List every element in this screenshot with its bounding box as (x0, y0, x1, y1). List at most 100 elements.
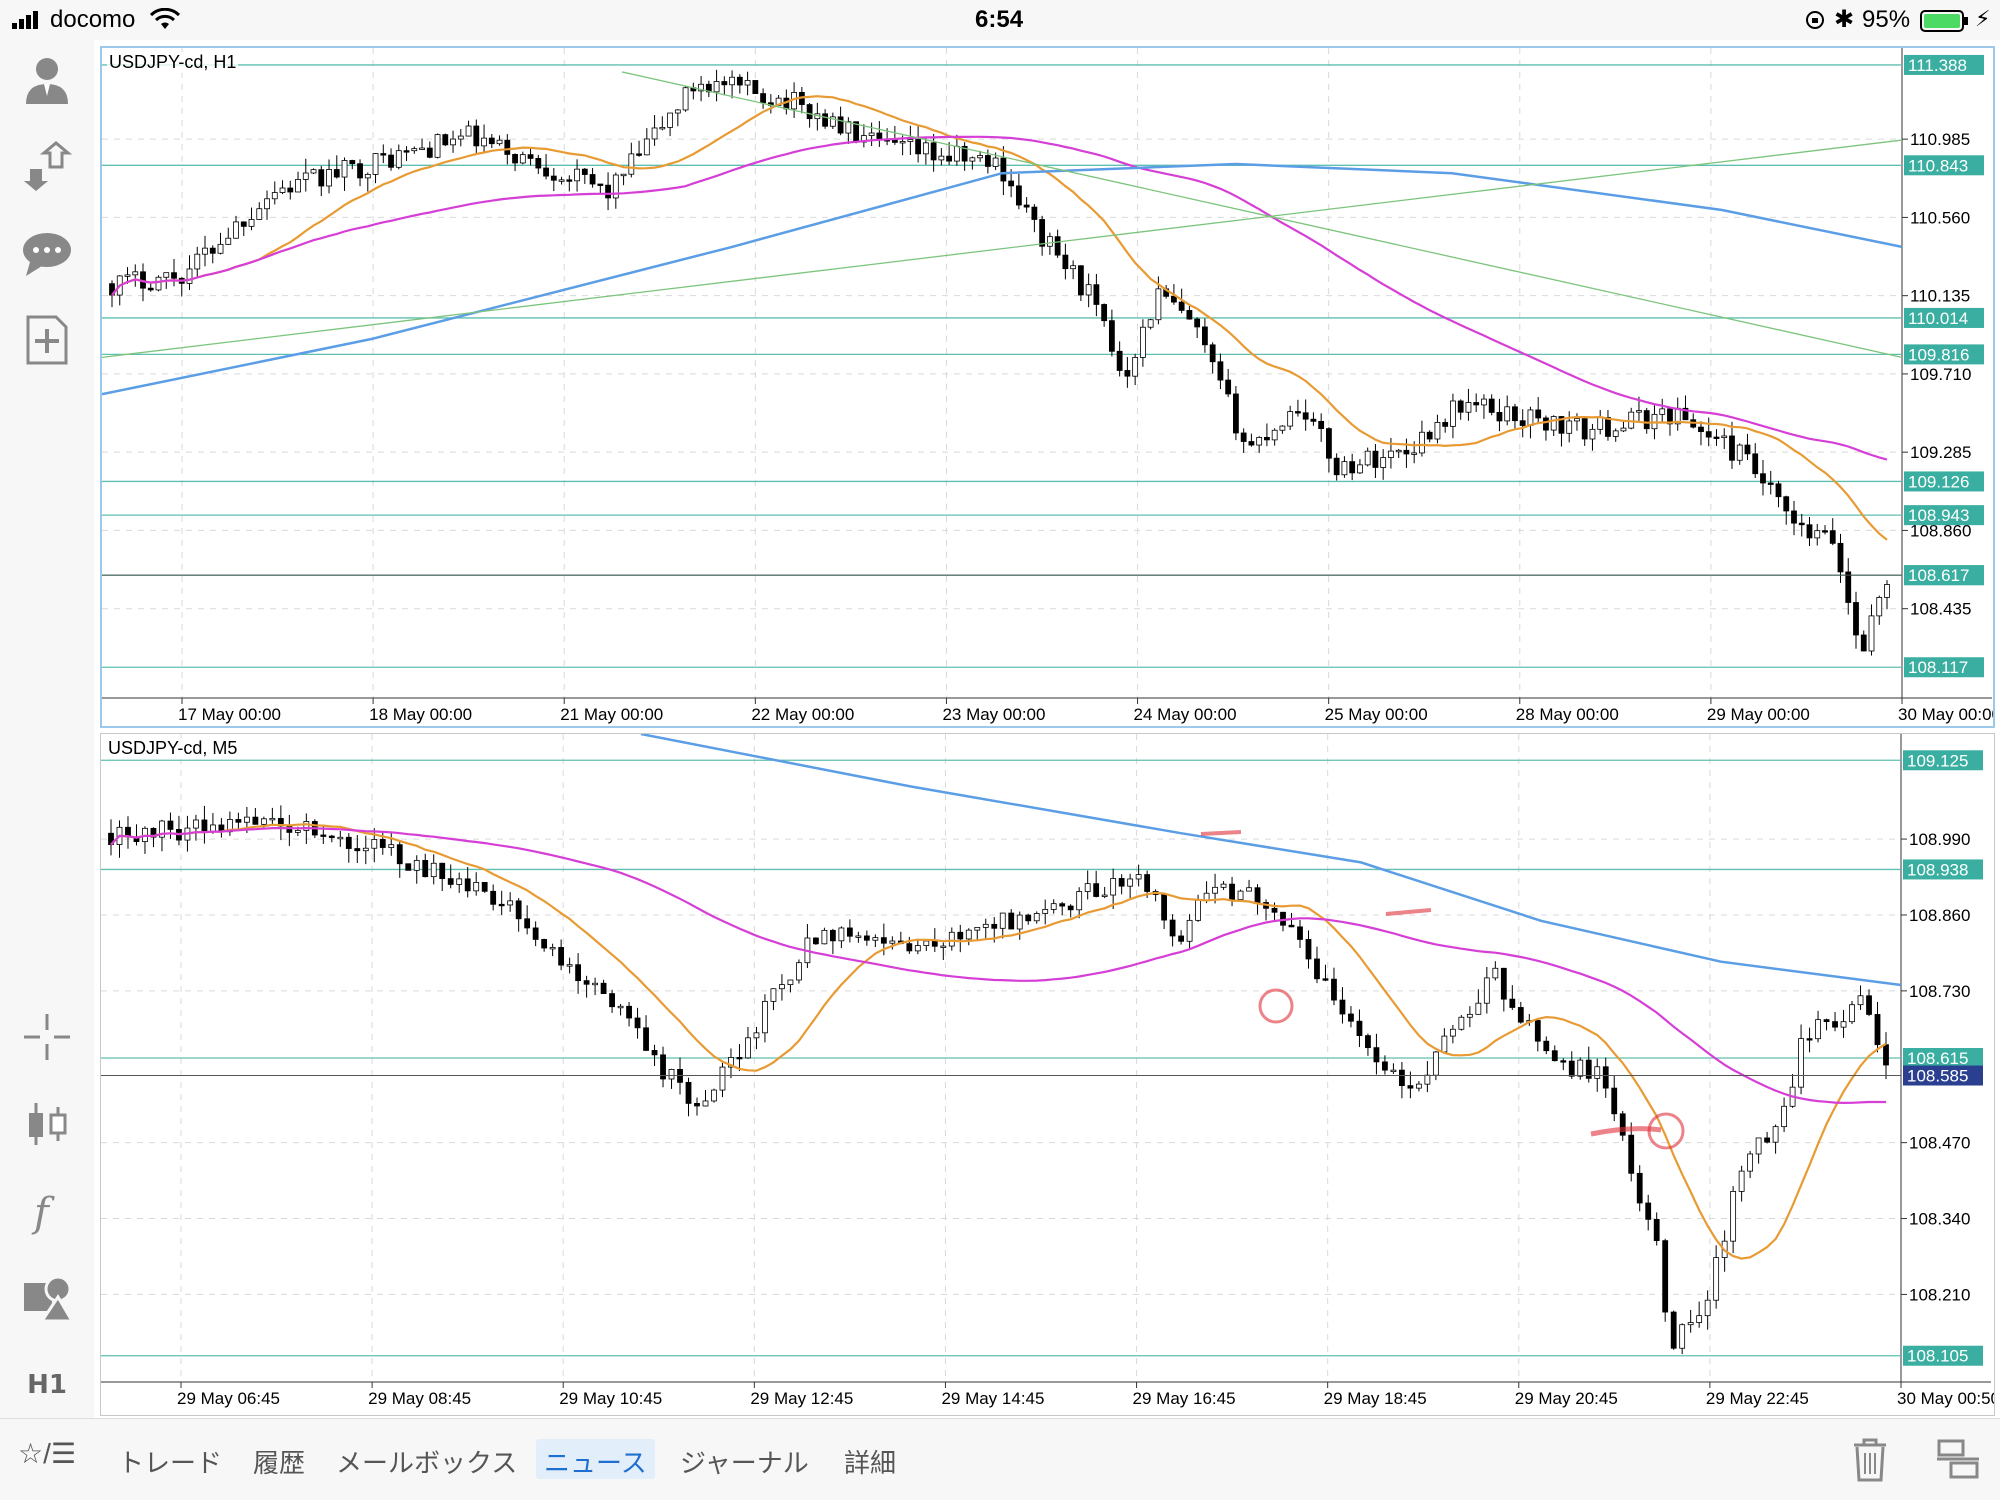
bear-candle (357, 163, 363, 179)
bull-candle (762, 1000, 768, 1034)
objects-button[interactable] (20, 1271, 74, 1325)
x-tick-label: 23 May 00:00 (942, 705, 1045, 724)
bear-candle (1806, 524, 1813, 539)
bull-candle (612, 174, 619, 199)
x-tick-label: 29 May 20:45 (1515, 1389, 1618, 1408)
bull-candle (1395, 449, 1402, 453)
bull-candle (1132, 357, 1139, 377)
annotation-stroke (1385, 908, 1432, 916)
bear-candle (1866, 995, 1872, 1015)
bull-candle (1876, 597, 1883, 617)
bear-candle (1705, 431, 1712, 438)
bear-candle (1791, 510, 1797, 524)
bull-candle (728, 1057, 734, 1068)
tab-details[interactable]: 詳細 (844, 1448, 897, 1478)
bear-candle (1116, 350, 1123, 371)
bull-candle (1483, 977, 1490, 1004)
chat-button[interactable] (20, 226, 74, 280)
crosshair-button[interactable] (20, 1010, 74, 1064)
bear-candle (597, 183, 604, 186)
bull-candle (496, 139, 503, 145)
account-button[interactable] (20, 52, 74, 106)
bull-candle (310, 169, 317, 174)
tab-journal[interactable]: ジャーナル (680, 1448, 809, 1478)
layout-icon[interactable] (1935, 1437, 1981, 1483)
bear-candle (813, 937, 819, 945)
bear-candle (532, 927, 539, 940)
y-tick-label: 110.135 (1910, 287, 1970, 306)
bull-candle (1772, 1126, 1779, 1143)
bear-candle (605, 184, 611, 199)
price-tag (1904, 344, 1984, 365)
x-tick-label: 21 May 00:00 (560, 705, 663, 724)
bear-candle (1628, 1134, 1635, 1174)
y-tick-label: 108.470 (1909, 1134, 1970, 1153)
bear-candle (1202, 326, 1208, 346)
chart-m5[interactable]: 29 May 06:45 29 May 08:45 29 May 10:45 29 M… (100, 733, 1995, 1416)
indicators-button[interactable]: f (20, 1184, 74, 1238)
ma-long-line (640, 734, 1902, 987)
bear-candle (1170, 295, 1177, 303)
bear-candle (1373, 1047, 1380, 1063)
h1-chart-canvas[interactable]: 17 May 00:00 18 May 00:00 21 May 00:00 22 M… (102, 48, 1993, 726)
timeframe-button[interactable]: H1 (20, 1358, 74, 1412)
favorites-icon[interactable]: ☆/☰ (18, 1438, 76, 1469)
bear-candle (1602, 1066, 1609, 1089)
bear-candle (473, 125, 480, 147)
bull-candle (1492, 967, 1499, 979)
bull-candle (271, 192, 278, 200)
bull-candle (1110, 878, 1117, 896)
tab-mailbox[interactable]: メールボックス (336, 1448, 518, 1478)
annotation-stroke (1200, 830, 1242, 836)
bull-candle (574, 168, 580, 182)
tab-news[interactable]: ニュース (536, 1439, 655, 1479)
bear-candle (1457, 400, 1464, 413)
bull-candle (450, 138, 456, 146)
trash-icon[interactable] (1850, 1437, 1890, 1483)
chart-h1[interactable]: 17 May 00:00 18 May 00:00 21 May 00:00 22 M… (100, 46, 1995, 728)
bear-candle (1382, 1061, 1388, 1071)
ma-mid-line (111, 135, 1888, 461)
bull-candle (132, 271, 139, 276)
m5-chart-canvas[interactable]: 29 May 06:45 29 May 08:45 29 May 10:45 29 M… (101, 734, 1994, 1415)
y-tick-label: 108.435 (1910, 600, 1971, 619)
bear-candle (1169, 919, 1176, 937)
tab-trade[interactable]: トレード (118, 1448, 223, 1478)
clock: 6:54 (975, 6, 1024, 33)
bear-candle (209, 247, 216, 254)
bear-candle (1356, 1020, 1363, 1037)
bear-candle (1543, 417, 1549, 431)
bull-candle (364, 174, 371, 179)
bear-candle (1643, 410, 1650, 430)
chart-type-button[interactable] (20, 1097, 74, 1151)
new-order-button[interactable] (20, 313, 74, 367)
bear-candle (685, 1081, 692, 1104)
bear-candle (1581, 418, 1588, 440)
bear-candle (380, 153, 387, 156)
bear-candle (880, 937, 887, 944)
price-tag-label: 109.125 (1907, 751, 1968, 770)
bear-candle (543, 167, 549, 177)
x-tick-label: 29 May 06:45 (177, 1389, 280, 1408)
bull-candle (159, 820, 165, 838)
bear-candle (1322, 978, 1329, 981)
bear-candle (906, 943, 913, 952)
bear-candle (396, 844, 403, 865)
y-tick-label: 108.860 (1910, 521, 1971, 540)
x-tick-label: 29 May 08:45 (368, 1389, 471, 1408)
bull-candle (779, 984, 785, 990)
bull-candle (243, 816, 250, 823)
bull-candle (1840, 1021, 1847, 1028)
bull-candle (1659, 408, 1666, 415)
bear-candle (1031, 206, 1038, 220)
bear-candle (1667, 408, 1673, 425)
svg-text:f: f (31, 1190, 55, 1236)
trade-button[interactable] (20, 139, 74, 193)
bull-candle (1884, 584, 1890, 598)
bear-candle (515, 900, 522, 920)
bear-candle (566, 179, 573, 182)
bear-candle (837, 116, 844, 134)
bull-candle (1147, 319, 1154, 328)
tab-history[interactable]: 履歴 (253, 1448, 306, 1478)
bear-candle (1662, 1240, 1669, 1313)
